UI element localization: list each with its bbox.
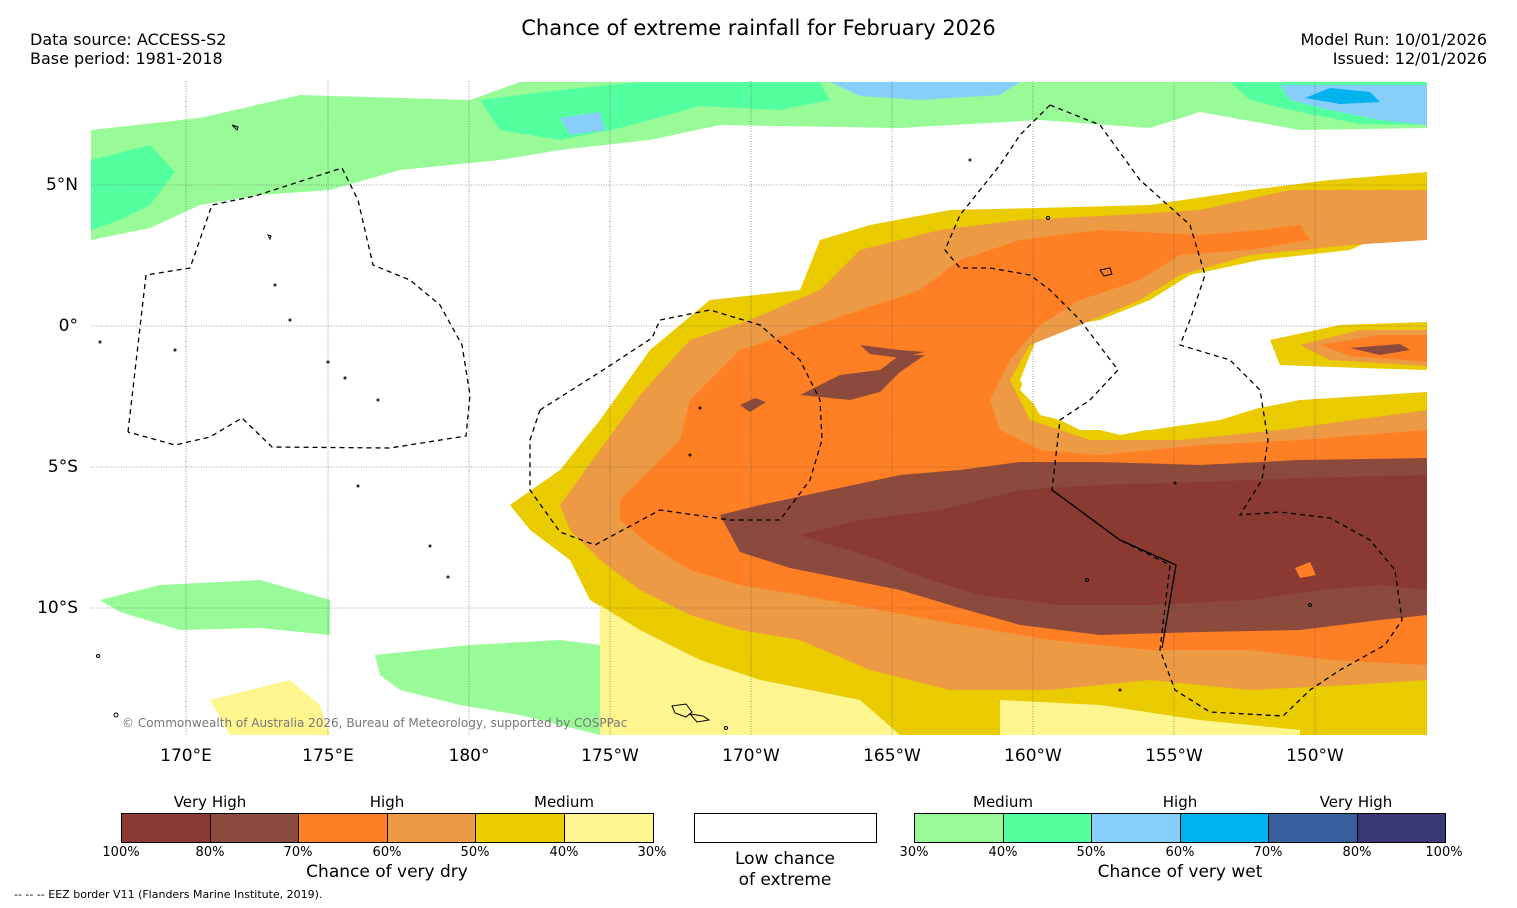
dry-tick: 100% bbox=[102, 845, 140, 860]
wet-swatch bbox=[1358, 814, 1445, 842]
dry-extreme-region bbox=[800, 475, 1427, 605]
dry-category-label: Very High bbox=[173, 793, 247, 811]
lat-label: 5°N bbox=[45, 175, 78, 195]
wet-high-region bbox=[91, 145, 175, 230]
dry-legend-title: Chance of very dry bbox=[306, 862, 468, 882]
lat-label: 5°S bbox=[47, 457, 78, 477]
wet-category-label: High bbox=[1162, 793, 1198, 811]
header-right: Model Run: 10/01/2026 Issued: 12/01/2026 bbox=[1301, 30, 1488, 68]
wet-swatch bbox=[1269, 814, 1358, 842]
rainfall-fields bbox=[91, 81, 1427, 735]
copyright-text: © Commonwealth of Australia 2026, Bureau… bbox=[122, 716, 628, 730]
map-title: Chance of extreme rainfall for February … bbox=[521, 16, 996, 40]
wet-swatch bbox=[915, 814, 1004, 842]
dry-category-label: Medium bbox=[534, 793, 594, 811]
header-left: Data source: ACCESS-S2 Base period: 1981… bbox=[30, 30, 226, 68]
wet-medium-region bbox=[100, 580, 330, 635]
islands bbox=[96, 124, 1312, 730]
wet-veryhigh-region bbox=[830, 82, 1020, 100]
low-chance-title-line2: of extreme bbox=[738, 870, 832, 890]
model-run-text: Model Run: 10/01/2026 bbox=[1300, 30, 1488, 49]
wet-tick: 60% bbox=[1165, 845, 1195, 860]
wet-tick: 80% bbox=[1342, 845, 1372, 860]
wet-tick: 30% bbox=[899, 845, 929, 860]
kiribati-boundary bbox=[1051, 489, 1177, 649]
wet-swatch bbox=[1181, 814, 1269, 842]
dry-veryhigh-region bbox=[740, 398, 766, 412]
dry-colorbar bbox=[121, 813, 654, 843]
dry-category-label: High bbox=[369, 793, 405, 811]
wet-extreme-region bbox=[1305, 88, 1380, 104]
dry-tick: 70% bbox=[283, 845, 313, 860]
dry-swatch bbox=[211, 814, 299, 842]
dry-veryhigh-region bbox=[860, 345, 925, 358]
wet-category-label: Medium bbox=[973, 793, 1033, 811]
low-chance-region bbox=[1020, 340, 1300, 430]
low-chance-title-line1: Low chance bbox=[735, 849, 835, 869]
dry-swatch bbox=[565, 814, 653, 842]
wet-legend-title: Chance of very wet bbox=[1097, 862, 1263, 882]
lon-label: 160°W bbox=[1004, 746, 1062, 766]
dry-swatch bbox=[388, 814, 476, 842]
lon-label: 155°W bbox=[1145, 746, 1203, 766]
dry-tick: 50% bbox=[460, 845, 490, 860]
wet-swatch bbox=[1092, 814, 1181, 842]
eez-note: -- -- -- EEZ border V11 (Flanders Marine… bbox=[14, 888, 323, 901]
lon-label: 170°E bbox=[160, 746, 212, 766]
dry-tick: 80% bbox=[195, 845, 225, 860]
dry-veryhigh-region bbox=[1350, 344, 1410, 355]
dry-swatch bbox=[122, 814, 211, 842]
lat-label: 10°S bbox=[37, 598, 78, 618]
wet-swatch bbox=[1004, 814, 1092, 842]
base-period-text: Base period: 1981-2018 bbox=[30, 49, 223, 68]
wet-tick: 40% bbox=[988, 845, 1018, 860]
data-source-text: Data source: ACCESS-S2 bbox=[30, 30, 227, 49]
lon-label: 175°E bbox=[302, 746, 354, 766]
dry-low-region bbox=[1000, 700, 1300, 735]
dry-tick: 30% bbox=[637, 845, 667, 860]
lon-label: 180° bbox=[448, 746, 490, 766]
graticule bbox=[91, 81, 1427, 735]
eez-borders bbox=[127, 104, 1403, 717]
dry-swatch bbox=[476, 814, 565, 842]
dry-tick: 40% bbox=[549, 845, 579, 860]
dry-low-region bbox=[600, 605, 900, 735]
lon-label: 170°W bbox=[722, 746, 780, 766]
issued-text: Issued: 12/01/2026 bbox=[1332, 49, 1487, 68]
low-chance-box bbox=[694, 813, 877, 843]
wet-tick: 50% bbox=[1076, 845, 1106, 860]
wet-tick: 70% bbox=[1253, 845, 1283, 860]
dry-high-region bbox=[1295, 562, 1316, 578]
wet-colorbar bbox=[914, 813, 1446, 843]
dry-swatch bbox=[299, 814, 388, 842]
dry-veryhigh-region bbox=[800, 355, 925, 400]
lon-label: 175°W bbox=[581, 746, 639, 766]
wet-veryhigh-region bbox=[560, 112, 605, 135]
low-chance-title: Low chance of extreme bbox=[685, 849, 885, 891]
lon-label: 150°W bbox=[1286, 746, 1344, 766]
lon-label: 165°W bbox=[863, 746, 921, 766]
wet-category-label: Very High bbox=[1319, 793, 1393, 811]
dry-low-region bbox=[210, 680, 330, 735]
dry-tick: 60% bbox=[372, 845, 402, 860]
lat-label: 0° bbox=[58, 316, 78, 336]
wet-tick: 100% bbox=[1425, 845, 1463, 860]
